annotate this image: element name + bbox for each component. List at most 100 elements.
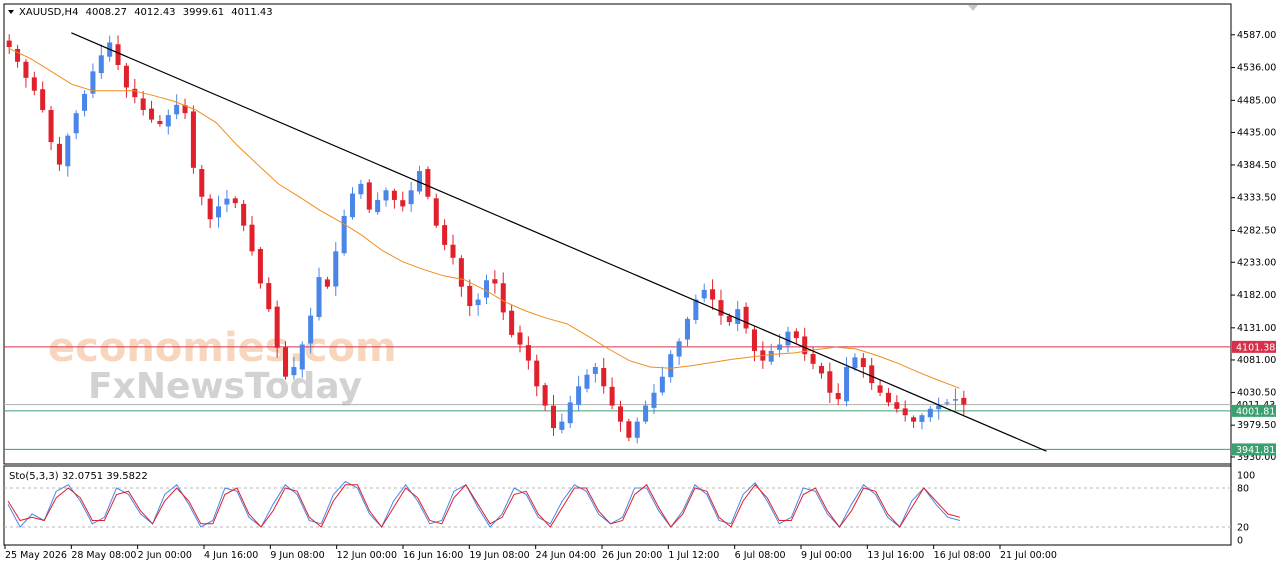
candle <box>249 216 255 256</box>
candle-body <box>291 367 297 376</box>
candle <box>324 276 330 289</box>
candle-body <box>224 198 230 205</box>
x-tick-label: 16 Jun 16:00 <box>403 550 463 561</box>
candle-body <box>199 169 205 197</box>
support-1-badge-bg <box>1232 404 1276 417</box>
candle-body <box>216 206 222 218</box>
candle <box>140 91 146 116</box>
candle <box>6 34 12 54</box>
candle-body <box>341 216 347 254</box>
candle-body <box>274 306 280 348</box>
dropdown-arrow-icon[interactable] <box>8 10 14 14</box>
resistance-badge: 4101.38 <box>1236 342 1275 353</box>
horizontal-levels <box>4 346 1231 450</box>
candle-body <box>768 350 774 362</box>
x-tick-label: 2 Jun 00:00 <box>138 550 192 561</box>
candle <box>902 400 908 422</box>
candle <box>366 179 372 213</box>
candle-body <box>149 108 155 120</box>
candle <box>936 397 942 420</box>
candle <box>609 377 615 410</box>
candle <box>718 289 724 325</box>
candle-body <box>676 341 682 357</box>
stoch-main-line <box>7 480 961 528</box>
candle-body <box>802 336 808 355</box>
candle-body <box>182 105 188 114</box>
candle <box>500 272 506 321</box>
candle-body <box>266 283 272 310</box>
candle-body <box>358 183 364 195</box>
trendline[interactable] <box>71 32 1047 452</box>
candle <box>550 394 557 436</box>
candle-body <box>902 408 908 416</box>
candle <box>927 406 933 422</box>
candle <box>467 279 473 317</box>
candle <box>433 193 439 228</box>
candle-body <box>15 48 21 62</box>
x-tick-label: 4 Jun 16:00 <box>204 550 258 561</box>
candle <box>869 357 875 390</box>
candle <box>358 179 364 199</box>
candle <box>701 283 707 303</box>
candle <box>634 417 640 444</box>
candle-body <box>651 392 657 408</box>
candle <box>643 400 649 424</box>
candle-body <box>735 309 741 324</box>
candle-body <box>944 402 950 404</box>
candle <box>333 241 339 297</box>
candle-body <box>684 318 690 340</box>
candle <box>894 395 900 413</box>
y-tick-label: 4485.00 <box>1237 95 1276 106</box>
candle-body <box>316 277 322 318</box>
candle <box>911 415 917 428</box>
candle <box>919 413 925 430</box>
candle <box>442 219 448 251</box>
candle <box>48 105 54 151</box>
candle <box>584 369 590 393</box>
candle-body <box>249 224 255 252</box>
candle-body <box>6 40 12 47</box>
candle-body <box>576 386 582 405</box>
candle-body <box>324 279 330 287</box>
candle-body <box>483 280 490 298</box>
candle-body <box>48 109 54 143</box>
candle <box>174 94 180 120</box>
indicator-pane <box>3 465 1232 546</box>
candle-body <box>207 198 213 220</box>
y-tick-label: 4333.50 <box>1237 193 1276 204</box>
candle-body <box>31 77 37 91</box>
candle-body <box>885 392 891 403</box>
candle-body <box>82 93 88 111</box>
candle <box>190 105 196 174</box>
close-value: 4011.43 <box>231 7 272 18</box>
candle <box>425 166 431 200</box>
candle-body <box>157 121 163 125</box>
stochastic-lines: 100 80 20 0 <box>4 471 1255 547</box>
candle-body <box>894 402 900 409</box>
candle <box>182 98 188 120</box>
candle-body <box>919 415 925 422</box>
watermark-economies: economies.com <box>48 325 397 371</box>
candle <box>542 382 548 411</box>
candle-body <box>98 55 104 74</box>
scroll-marker-icon[interactable] <box>968 5 978 11</box>
candle <box>802 327 808 361</box>
candle-body <box>383 190 389 201</box>
low-value: 3999.61 <box>183 7 224 18</box>
y-tick-label: 4131.00 <box>1237 323 1276 334</box>
candle <box>73 110 79 140</box>
candle-body <box>450 244 456 258</box>
candle <box>31 71 37 96</box>
price-axis: 4587.00 4536.00 4485.00 4435.00 4384.50 4333.… <box>1231 30 1276 463</box>
candle-body <box>961 397 967 405</box>
x-tick-label: 26 Jun 20:00 <box>602 550 662 561</box>
candle <box>944 398 950 406</box>
candle-body <box>617 406 623 422</box>
candle <box>693 294 699 324</box>
candle <box>961 390 967 415</box>
candle <box>952 388 958 411</box>
candle <box>743 302 749 334</box>
candle-body <box>433 198 439 226</box>
candle <box>450 234 456 265</box>
